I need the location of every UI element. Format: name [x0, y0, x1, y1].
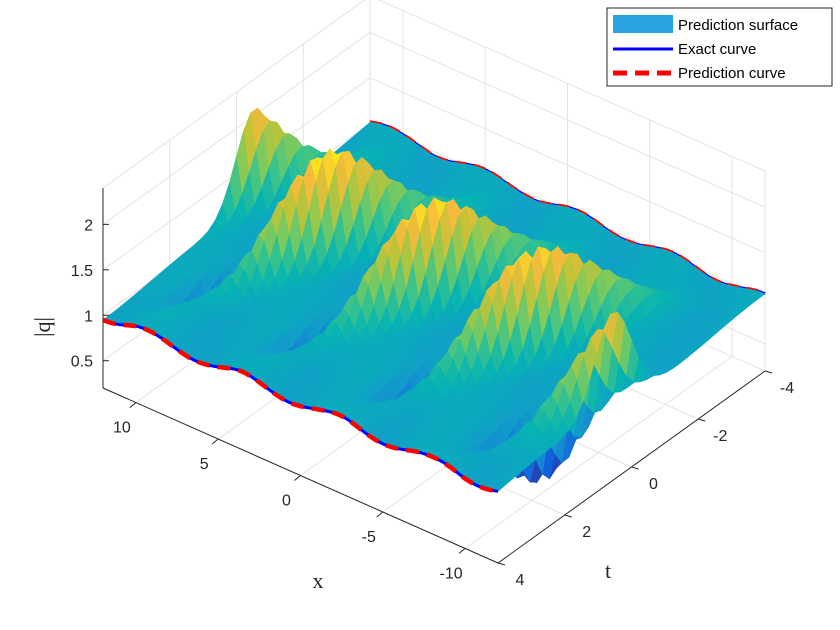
legend-label-exact: Exact curve: [678, 41, 756, 58]
x-tick-label: -5: [362, 529, 376, 546]
t-tick-label: -2: [713, 428, 727, 445]
t-tick-label: 2: [582, 524, 591, 541]
x-tick-mark: [129, 402, 137, 408]
x-tick-mark: [211, 438, 219, 445]
legend-label-surface: Prediction surface: [678, 17, 798, 34]
x-tick-mark: [376, 511, 384, 518]
x-tick-label: 5: [200, 456, 209, 473]
t-tick-label: 4: [516, 572, 525, 589]
prediction-curve: [102, 317, 499, 494]
t-axis-label: t: [605, 558, 611, 583]
z-tick-label: 0.5: [71, 354, 93, 371]
t-tick-mark: [764, 370, 773, 374]
legend-swatch-surface: [613, 15, 673, 33]
x-tick-mark: [294, 475, 301, 481]
z-tick-label: 1: [84, 308, 93, 325]
t-tick-mark: [497, 562, 506, 566]
t-tick-mark: [631, 466, 639, 470]
x-axis-label: x: [313, 568, 324, 593]
grid-top-edge: [102, 0, 766, 189]
t-tick-label: 0: [649, 476, 658, 493]
t-tick-label: -4: [780, 380, 794, 397]
x-tick-label: -10: [440, 565, 463, 582]
legend: Prediction surface Exact curve Predictio…: [606, 7, 833, 87]
x-tick-mark: [458, 548, 466, 554]
t-tick-mark: [698, 418, 706, 422]
t-tick-mark: [564, 514, 572, 518]
z-tick-label: 1.5: [71, 263, 93, 280]
axes-lines: [102, 188, 773, 566]
z-tick-label: 2: [84, 217, 93, 234]
prediction-surface: [102, 107, 766, 492]
q-axis-label: |q|: [30, 317, 55, 337]
tick-labels: 10 5 0 -5 -10 -4 -2 0 2 4 0.5 1 1.5 2: [71, 217, 794, 589]
legend-label-prediction: Prediction curve: [678, 65, 786, 82]
x-tick-label: 10: [113, 420, 131, 437]
curves: [102, 317, 499, 494]
x-tick-label: 0: [282, 493, 291, 510]
